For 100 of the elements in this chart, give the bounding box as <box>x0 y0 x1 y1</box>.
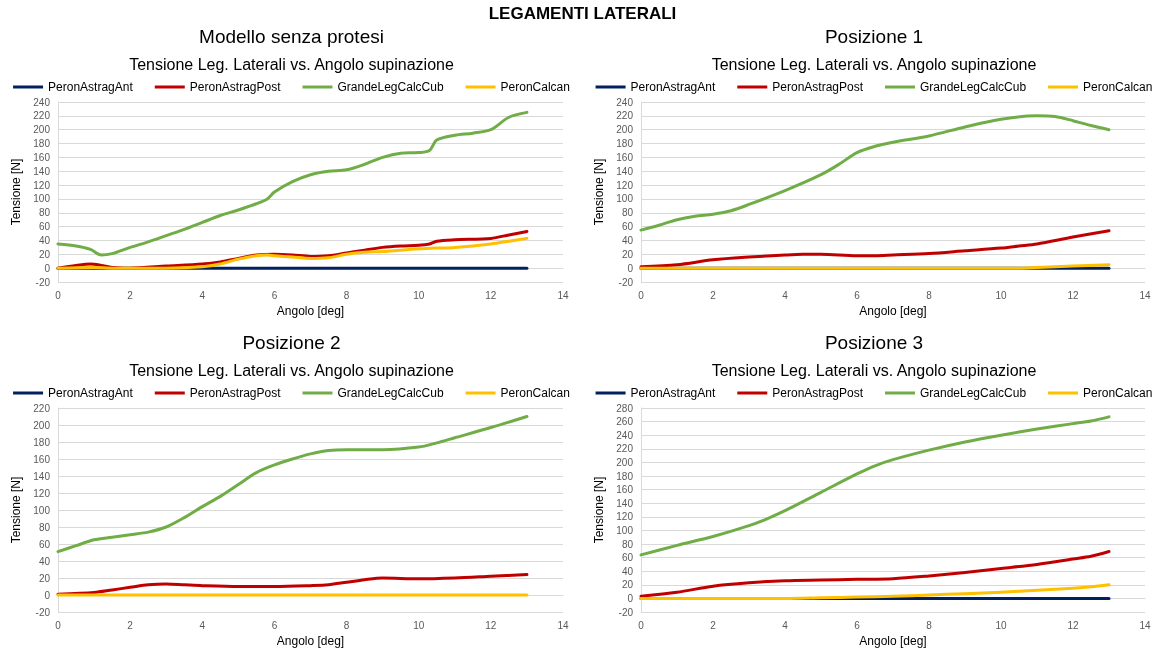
x-tick-label: 4 <box>782 289 789 301</box>
y-tick-label: 220 <box>616 110 634 122</box>
x-tick-label: 4 <box>199 619 206 631</box>
y-tick-label: 160 <box>616 484 634 496</box>
y-tick-label: 240 <box>33 96 51 108</box>
legend-label: GrandeLegCalcCub <box>337 80 444 94</box>
y-tick-label: 60 <box>621 221 634 233</box>
legend-label: PeronAstragPost <box>189 80 282 94</box>
y-tick-label: 160 <box>33 453 51 465</box>
x-tick-label: 0 <box>55 619 62 631</box>
legend-label: PeronAstragAnt <box>630 80 716 94</box>
legend-label: GrandeLegCalcCub <box>919 386 1027 400</box>
x-tick-label: 6 <box>854 289 861 301</box>
x-tick-label: 10 <box>995 289 1007 301</box>
y-tick-label: 180 <box>33 138 51 150</box>
x-tick-label: 12 <box>1067 619 1079 631</box>
y-tick-label: 260 <box>616 416 634 428</box>
y-tick-label: 200 <box>616 124 634 136</box>
y-axis-title: Tensione [N] <box>9 158 24 226</box>
chart-subtitle: Tensione Leg. Laterali vs. Angolo supinazione <box>129 55 454 73</box>
chart-title: Posizione 1 <box>824 26 924 47</box>
y-tick-label: 120 <box>616 511 634 523</box>
x-tick-label: 8 <box>926 289 933 301</box>
y-tick-label: 80 <box>621 538 634 550</box>
legend-label: PeronAstragPost <box>189 386 282 400</box>
y-tick-label: 220 <box>616 443 634 455</box>
y-tick-label: 100 <box>33 504 51 516</box>
x-tick-label: 6 <box>271 619 278 631</box>
y-tick-label: 120 <box>616 179 634 191</box>
x-tick-label: 8 <box>926 619 933 631</box>
x-tick-label: 8 <box>343 289 350 301</box>
line-series <box>56 110 529 257</box>
y-tick-label: 0 <box>44 589 51 601</box>
x-tick-label: 2 <box>710 289 717 301</box>
y-tick-label: 180 <box>33 436 51 448</box>
y-tick-label: 100 <box>616 524 634 536</box>
y-tick-label: -20 <box>35 606 51 618</box>
y-tick-label: 60 <box>621 552 634 564</box>
y-tick-label: 100 <box>616 193 634 205</box>
x-tick-label: 12 <box>485 619 497 631</box>
legend-label: PeronCalcan <box>1083 386 1153 400</box>
x-tick-label: 10 <box>995 619 1007 631</box>
y-tick-label: 280 <box>616 402 634 414</box>
legend-label: PeronCalcan <box>500 80 570 94</box>
legend-label: PeronAstragAnt <box>48 386 134 400</box>
y-tick-label: 100 <box>33 193 51 205</box>
x-tick-label: 10 <box>413 619 425 631</box>
chart-title: Modello senza protesi <box>199 26 384 47</box>
y-tick-label: 40 <box>38 234 51 246</box>
chart-subtitle: Tensione Leg. Laterali vs. Angolo supinazione <box>129 361 454 379</box>
legend-label: GrandeLegCalcCub <box>337 386 444 400</box>
y-tick-label: 0 <box>627 262 634 274</box>
y-axis-title: Tensione [N] <box>9 476 24 544</box>
x-axis-title: Angolo [deg] <box>859 303 927 318</box>
y-tick-label: 20 <box>38 248 51 260</box>
x-tick-label: 2 <box>127 619 134 631</box>
y-tick-label: 180 <box>616 470 634 482</box>
x-tick-label: 12 <box>1067 289 1079 301</box>
y-tick-label: 200 <box>33 124 51 136</box>
y-axis-title: Tensione [N] <box>592 158 607 226</box>
y-tick-label: 0 <box>627 592 634 604</box>
x-tick-label: 8 <box>343 619 350 631</box>
x-tick-label: 4 <box>782 619 789 631</box>
y-tick-label: 200 <box>616 456 634 468</box>
y-tick-label: 0 <box>44 262 51 274</box>
line-series <box>639 415 1111 557</box>
line-series <box>639 114 1111 232</box>
y-tick-label: 80 <box>38 207 51 219</box>
legend-label: PeronCalcan <box>500 386 570 400</box>
legend-label: PeronCalcan <box>1083 80 1153 94</box>
chart-subtitle: Tensione Leg. Laterali vs. Angolo supinazione <box>711 55 1037 73</box>
legend-label: PeronAstragAnt <box>630 386 716 400</box>
line-series <box>56 415 529 554</box>
x-tick-label: 0 <box>638 619 645 631</box>
y-tick-label: 240 <box>616 96 634 108</box>
y-tick-label: 20 <box>621 579 634 591</box>
x-tick-label: 0 <box>55 289 62 301</box>
y-tick-label: 220 <box>33 402 51 414</box>
y-tick-label: 60 <box>38 221 51 233</box>
y-tick-label: 20 <box>621 248 634 260</box>
x-axis-title: Angolo [deg] <box>859 633 927 648</box>
line-series <box>639 583 1111 600</box>
y-tick-label: -20 <box>618 276 634 288</box>
text: LEGAMENTI LATERALI <box>487 4 678 24</box>
x-tick-label: 14 <box>1139 289 1151 301</box>
y-axis-title: Tensione [N] <box>592 476 607 544</box>
y-tick-label: 220 <box>33 110 51 122</box>
y-tick-label: 140 <box>33 165 51 177</box>
y-tick-label: 120 <box>33 487 51 499</box>
y-tick-label: 40 <box>38 555 51 567</box>
x-tick-label: 6 <box>271 289 278 301</box>
x-tick-label: 14 <box>557 289 569 301</box>
line-series <box>639 229 1111 269</box>
x-tick-label: 2 <box>710 619 717 631</box>
y-tick-label: 60 <box>38 538 51 550</box>
x-axis-title: Angolo [deg] <box>276 633 345 648</box>
x-tick-label: 10 <box>413 289 425 301</box>
legend-label: GrandeLegCalcCub <box>919 80 1027 94</box>
x-tick-label: 14 <box>1139 619 1151 631</box>
y-tick-label: 160 <box>33 151 51 163</box>
